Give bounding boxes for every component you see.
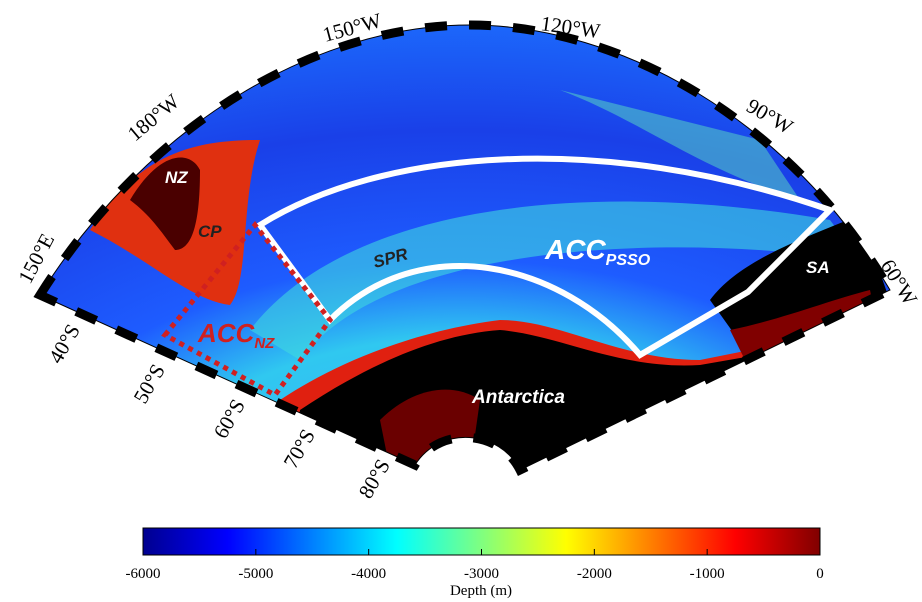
- tick-label: -2000: [577, 566, 612, 582]
- region-label: Antarctica: [471, 387, 565, 408]
- figure: 150°E 180°W 150°W 120°W 90°W 60°W 40°S 5…: [0, 0, 922, 602]
- latitude-label: 50°S: [129, 360, 170, 408]
- latitude-label: 70°S: [279, 425, 320, 473]
- latitude-label: 80°S: [354, 455, 395, 503]
- tick-label: -5000: [238, 566, 273, 582]
- region-label: SA: [806, 258, 830, 277]
- region-label: NZ: [165, 168, 188, 187]
- tick-label: -3000: [464, 566, 499, 582]
- label-sub: NZ: [254, 335, 275, 352]
- longitude-label: 180°W: [123, 89, 184, 146]
- region-label: CP: [198, 222, 222, 241]
- tick-label: -1000: [690, 566, 725, 582]
- label-main: ACC: [544, 234, 606, 265]
- colorbar-label: Depth (m): [450, 583, 512, 599]
- latitude-label: 40°S: [44, 320, 85, 368]
- latitude-label: 60°S: [209, 395, 250, 443]
- tick-label: -4000: [351, 566, 386, 582]
- tick-label: -6000: [126, 566, 161, 582]
- tick-label: 0: [816, 566, 824, 582]
- label-main: ACC: [197, 318, 256, 348]
- label-sub: PSSO: [606, 252, 651, 269]
